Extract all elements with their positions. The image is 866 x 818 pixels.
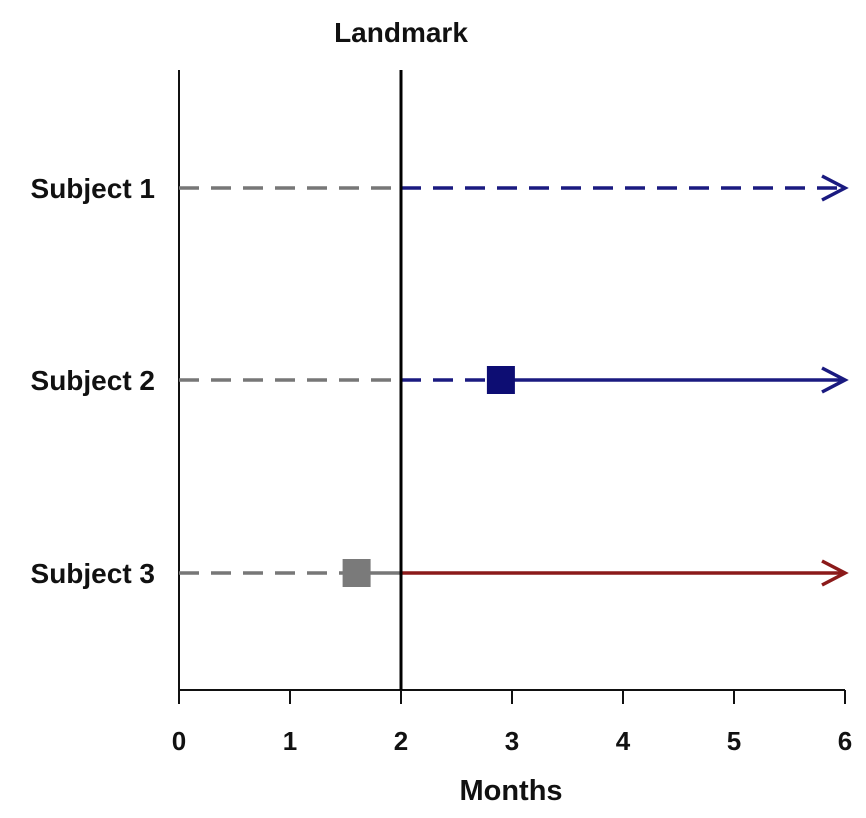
x-tick-label: 0 — [172, 726, 186, 756]
arrow-head — [821, 559, 849, 587]
event-marker — [342, 559, 371, 587]
x-tick-label: 1 — [283, 726, 297, 756]
event-marker — [486, 366, 515, 394]
x-tick-label: 2 — [394, 726, 408, 756]
x-tick-label: 5 — [727, 726, 741, 756]
subject-label: Subject 3 — [31, 558, 155, 589]
x-tick-label: 3 — [505, 726, 519, 756]
arrow-head — [821, 366, 849, 394]
x-axis-label: Months — [459, 775, 562, 807]
x-tick-label: 4 — [616, 726, 631, 756]
arrow-head — [821, 174, 849, 202]
subject-label: Subject 2 — [31, 365, 155, 396]
subject-label: Subject 1 — [31, 173, 155, 204]
landmark-title: Landmark — [334, 17, 468, 48]
x-tick-label: 6 — [838, 726, 852, 756]
